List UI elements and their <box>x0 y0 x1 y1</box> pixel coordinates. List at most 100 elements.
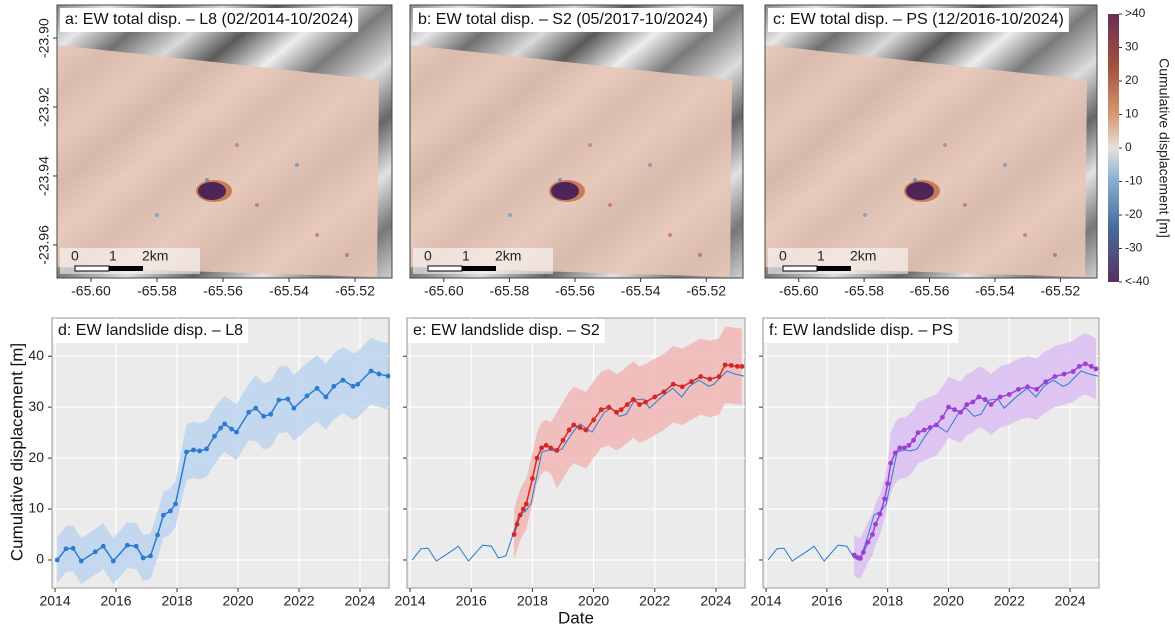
panel-title: a: EW total disp. – L8 (02/2014-10/2024) <box>65 11 353 28</box>
scalebar-black <box>109 266 143 271</box>
data-point <box>661 389 667 395</box>
landslide <box>906 182 934 200</box>
speckle <box>698 253 702 257</box>
panel-title: e: EW landslide disp. – S2 <box>413 322 600 339</box>
data-point <box>368 368 374 374</box>
data-point <box>1061 371 1067 377</box>
x-tick-label: -65.52 <box>686 283 726 299</box>
data-point <box>892 450 898 456</box>
data-point <box>376 371 382 377</box>
data-point <box>652 394 658 400</box>
data-point <box>1088 363 1094 369</box>
x-tick-label: 2022 <box>639 593 670 609</box>
colorbar-tick-label: 30 <box>1125 40 1139 54</box>
data-point <box>204 446 210 452</box>
scalebar-black <box>817 266 851 271</box>
x-tick-label: 2018 <box>517 593 548 609</box>
map-border <box>56 4 393 279</box>
data-point <box>222 421 228 427</box>
data-point <box>583 427 589 433</box>
scalebar-white <box>427 265 463 272</box>
data-point <box>70 545 76 551</box>
data-point <box>873 521 878 527</box>
x-tick-label: -65.52 <box>1041 283 1081 299</box>
scalebar-label: 0 <box>424 248 432 264</box>
x-tick-label: -65.52 <box>335 283 375 299</box>
y-tick-label: 30 <box>28 398 44 414</box>
colorbar-tick-label: -10 <box>1125 174 1143 188</box>
data-point <box>331 383 337 389</box>
title-box <box>53 319 248 343</box>
speckle <box>315 233 319 237</box>
colorbar-tick-label: -20 <box>1125 207 1143 221</box>
data-point <box>970 399 976 405</box>
y-tick-label: 10 <box>28 500 44 516</box>
data-point <box>63 546 69 552</box>
data-point <box>511 532 517 537</box>
data-point <box>218 425 224 431</box>
speckle <box>648 163 652 167</box>
data-point <box>901 445 907 451</box>
data-point <box>197 448 203 454</box>
x-tick-label: -65.54 <box>269 283 309 299</box>
speckle <box>963 203 967 207</box>
data-point <box>285 396 291 402</box>
map-border <box>409 4 744 279</box>
x-tick-label: 2014 <box>394 593 425 609</box>
title-box <box>764 319 959 343</box>
data-point <box>350 383 356 389</box>
data-point <box>234 429 239 435</box>
y-tick-label: -23.92 <box>36 87 52 127</box>
data-point <box>877 511 883 517</box>
error-band <box>57 337 389 584</box>
scalebar-black <box>462 266 496 271</box>
data-point <box>591 417 596 423</box>
colorbar <box>1108 14 1119 282</box>
data-point <box>554 448 560 453</box>
x-tick-label: 2024 <box>700 593 731 609</box>
x-tick-label: -65.56 <box>910 283 950 299</box>
map-panel <box>57 5 392 278</box>
data-point <box>865 539 871 545</box>
x-tick-label: -65.58 <box>490 283 530 299</box>
x-tick-label: 2018 <box>161 593 192 609</box>
speckle <box>863 213 867 217</box>
y-tick-label: -23.96 <box>36 225 52 265</box>
x-tick-label: 2020 <box>578 593 609 609</box>
data-point <box>543 442 549 448</box>
scalebar-label: 2km <box>495 248 521 264</box>
x-tick-label: 2016 <box>811 593 842 609</box>
data-point <box>1082 361 1088 367</box>
data-point <box>1052 374 1058 379</box>
data-point <box>167 508 173 514</box>
data-point <box>598 407 604 413</box>
data-point <box>173 501 178 507</box>
data-point <box>191 447 196 453</box>
data-point <box>946 404 951 410</box>
panel-title: d: EW landslide disp. – L8 <box>58 322 243 339</box>
y-tick-label: 20 <box>28 449 44 465</box>
x-tick-label: -65.58 <box>844 283 884 299</box>
y-tick-label: 0 <box>36 551 44 567</box>
data-point <box>314 385 320 391</box>
x-tick-label: -65.60 <box>424 283 464 299</box>
panel-title: f: EW landslide disp. – PS <box>769 322 953 339</box>
colorbar-tick-label: >40 <box>1125 6 1146 20</box>
data-point <box>606 404 612 410</box>
speckle <box>155 213 159 217</box>
footprint <box>57 45 379 277</box>
y-axis-label: Cumulative displacement [m] <box>7 343 26 561</box>
x-tick-label: 2020 <box>933 593 964 609</box>
scalebar-label: 2km <box>142 248 168 264</box>
colorbar-tick-label: 20 <box>1125 73 1139 87</box>
data-point <box>160 512 166 518</box>
data-point <box>958 409 964 415</box>
speckle <box>1053 253 1057 257</box>
data-point <box>385 373 391 379</box>
data-point <box>1025 384 1030 390</box>
data-point <box>614 409 619 415</box>
speckle <box>508 213 512 217</box>
x-tick-label: 2018 <box>872 593 903 609</box>
data-point <box>110 558 116 564</box>
